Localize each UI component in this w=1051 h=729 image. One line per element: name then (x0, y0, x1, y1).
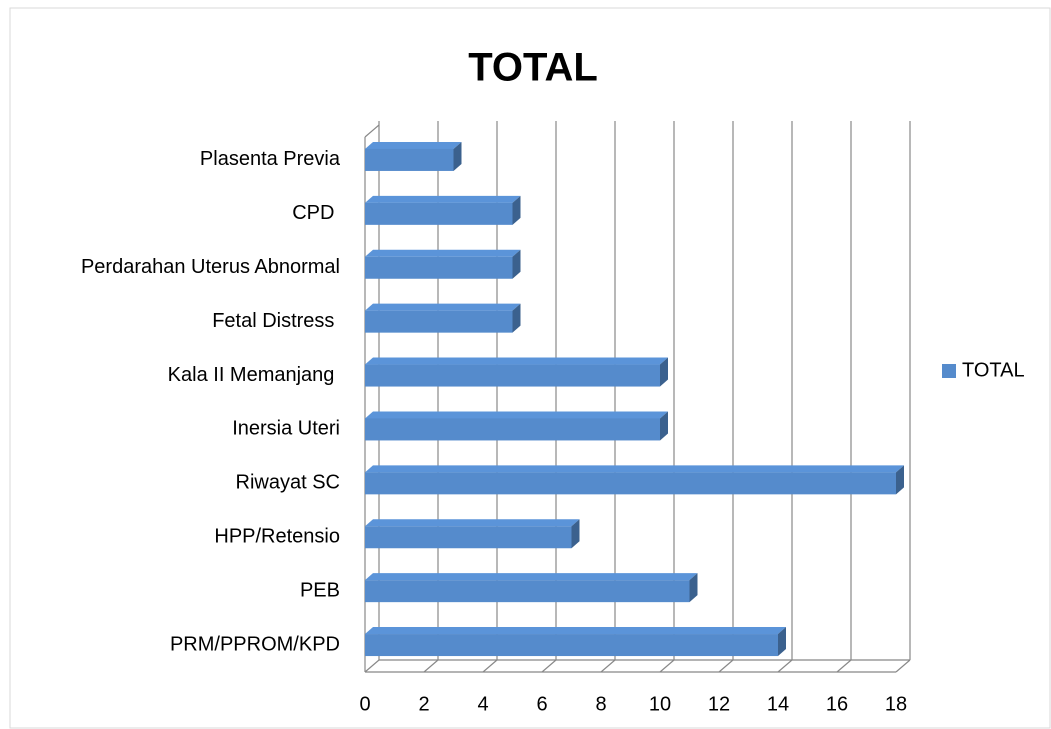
bar-top (365, 249, 521, 257)
x-tick-label: 4 (477, 693, 488, 715)
bar-top (365, 195, 521, 203)
y-tick-label: HPP/Retensio (214, 526, 340, 548)
bar-side (660, 357, 668, 387)
y-tick-label: Fetal Distress (212, 310, 340, 332)
legend-label: TOTAL (962, 359, 1025, 381)
legend-swatch (942, 364, 956, 378)
bar-front (365, 526, 572, 549)
chart-title: TOTAL (468, 46, 598, 90)
grid-line (777, 659, 793, 673)
y-tick-label: Kala II Memanjang (168, 364, 340, 386)
bar-front (365, 310, 513, 333)
left-wall (364, 124, 380, 138)
x-tick-label: 18 (885, 693, 907, 715)
bar-front (365, 418, 660, 441)
bar-side (571, 519, 580, 549)
bar (365, 249, 521, 279)
x-tick-label: 14 (767, 693, 789, 715)
y-tick-label: PEB (300, 579, 340, 601)
bar-side (689, 573, 698, 603)
bar-top (365, 627, 786, 635)
bar-front (365, 580, 690, 603)
bar-side (512, 303, 521, 333)
grid-line (482, 659, 498, 673)
bar-top (365, 357, 668, 365)
bar (365, 141, 462, 171)
bar-front (365, 148, 454, 171)
bar (365, 195, 521, 225)
bar (365, 303, 521, 333)
grid-line (600, 659, 616, 673)
bar (365, 357, 668, 387)
bar-front (365, 364, 660, 387)
y-tick-label: Riwayat SC (236, 472, 340, 494)
bar-top (365, 465, 904, 473)
bar-side (512, 249, 521, 279)
bar-top (365, 573, 698, 581)
grid-line (718, 659, 734, 673)
bar-side (778, 627, 786, 657)
bar-front (365, 256, 513, 279)
bar-top (365, 411, 668, 419)
bar-side (896, 465, 904, 495)
x-tick-label: 12 (708, 693, 730, 715)
bar-side (453, 141, 462, 171)
grid-line (423, 659, 439, 673)
bar-side (512, 195, 521, 225)
x-tick-label: 10 (649, 693, 671, 715)
y-tick-label: CPD (292, 202, 340, 224)
bar-front (365, 472, 896, 495)
y-tick-label: Perdarahan Uterus Abnormal (81, 256, 340, 278)
x-tick-label: 2 (418, 693, 429, 715)
y-tick-label: Plasenta Previa (200, 148, 341, 170)
bar (365, 465, 904, 495)
x-tick-label: 16 (826, 693, 848, 715)
grid-line (895, 659, 911, 673)
bar-top (365, 141, 462, 149)
grid-line (836, 659, 852, 673)
grid-line (541, 659, 557, 673)
grid-line (659, 659, 675, 673)
bar-top (365, 303, 521, 311)
bar-top (365, 519, 580, 527)
x-tick-label: 0 (359, 693, 370, 715)
y-tick-label: Inersia Uteri (232, 418, 340, 440)
bar (365, 519, 580, 549)
bar-front (365, 634, 778, 657)
grid-line (364, 659, 380, 673)
bar (365, 573, 698, 603)
x-tick-label: 8 (595, 693, 606, 715)
bar (365, 411, 668, 441)
bar-front (365, 202, 513, 225)
bar (365, 627, 786, 657)
y-tick-label: PRM/PPROM/KPD (170, 633, 340, 655)
bar-side (660, 411, 668, 441)
x-tick-label: 6 (536, 693, 547, 715)
